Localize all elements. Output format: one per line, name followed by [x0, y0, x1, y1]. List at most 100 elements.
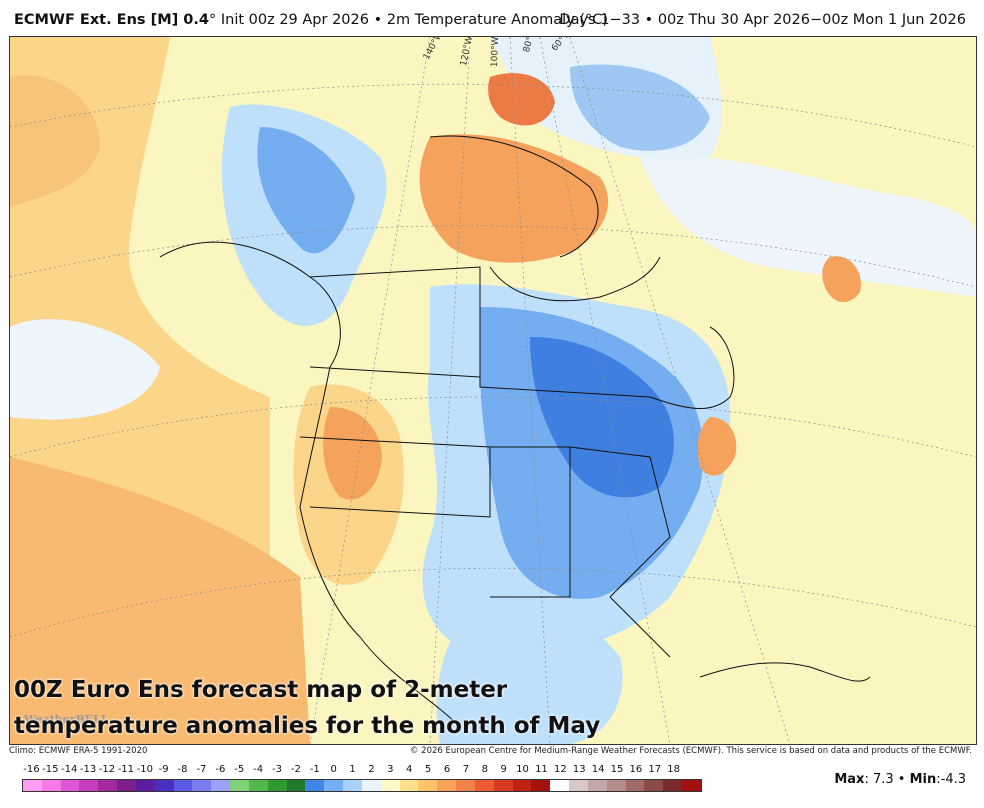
colorbar-tick-label: -3	[272, 764, 282, 775]
header-title: ECMWF Ext. Ens [M] 0.4° Init 00z 29 Apr …	[14, 12, 609, 28]
colorbar-swatch	[79, 780, 99, 791]
colorbar-swatch	[418, 780, 438, 791]
colorbar-tick-label: 8	[481, 764, 488, 775]
colorbar-tick-label: 9	[500, 764, 507, 775]
labrador-sea-warm	[822, 256, 861, 303]
lon-label-100w: 100°W	[490, 36, 502, 68]
colorbar-swatch	[531, 780, 551, 791]
colorbar-swatch	[60, 780, 80, 791]
great-basin-warm	[323, 407, 382, 500]
colorbar-tick-label: 12	[553, 764, 567, 775]
anomaly-map: 140°W 120°W 100°W 80°W 60°W WeatherBELL …	[9, 36, 977, 745]
colorbar-tick-label: -1	[309, 764, 320, 775]
north-atlantic-neutral	[640, 155, 976, 297]
colorbar-swatch	[625, 780, 645, 791]
caption-line-2: temperature anomalies for the month of M…	[14, 713, 601, 739]
colorbar-tick-label: -14	[61, 764, 78, 775]
gulf-cold-light	[436, 597, 623, 744]
colorbar-swatch	[399, 780, 419, 791]
colorbar-tick-label: 11	[535, 764, 548, 775]
colorbar-swatch	[361, 780, 381, 791]
colorbar-tick-label: -16	[23, 764, 40, 775]
colorbar-swatch	[587, 780, 607, 791]
forecast-range: Days 1−33 • 00z Thu 30 Apr 2026−00z Mon …	[559, 12, 966, 28]
colorbar-tick-label: 4	[406, 764, 413, 775]
colorbar-swatch	[248, 780, 268, 791]
caption-line-1: 00Z Euro Ens forecast map of 2-meter	[14, 677, 508, 703]
graticule	[10, 37, 976, 744]
pacific-neutral	[10, 319, 160, 420]
colorbar-tick-label: 10	[516, 764, 529, 775]
min-label: Min	[909, 772, 937, 787]
model-name: ECMWF Ext. Ens [M] 0.4	[14, 12, 209, 28]
colorbar-tick-label: -6	[215, 764, 226, 775]
colorbar-swatch	[606, 780, 626, 791]
colorbar-swatch	[267, 780, 287, 791]
colorbar-tick-label: -15	[42, 764, 59, 775]
colorbar-tick-label: 17	[648, 764, 662, 775]
colorbar-swatch	[493, 780, 513, 791]
colorbar-tick-label: -10	[136, 764, 153, 775]
colorbar-tick-label: 7	[462, 764, 470, 775]
colorbar-ticks: -16 -15 -14 -13 -12 -11 -10 -9 -8 -7 -6 -5 -4 -3 -2 -1 0…	[22, 764, 702, 778]
colorbar-swatch	[117, 780, 136, 791]
alaska-cold-mid	[257, 127, 355, 254]
colorbar-swatch	[173, 780, 193, 791]
colorbar-tick-label: -9	[158, 764, 169, 775]
colorbar-tick-label: 13	[572, 764, 586, 775]
colorbar-swatch	[343, 780, 362, 791]
copyright-note: © 2026 European Centre for Medium-Range …	[409, 746, 972, 756]
colorbar-tick-label: 2	[368, 764, 375, 775]
colorbar-tick-label: -5	[234, 764, 245, 775]
header-bar: ECMWF Ext. Ens [M] 0.4° Init 00z 29 Apr …	[0, 0, 984, 36]
colorbar-tick-label: 14	[591, 764, 605, 775]
colorbar-swatch	[663, 780, 682, 791]
degree-symbol: °	[209, 12, 217, 28]
colorbar-tick-label: -13	[79, 764, 97, 775]
colorbar-tick-label: -7	[196, 764, 207, 775]
init-time: Init 00z 29 Apr 2026	[220, 12, 369, 28]
variable-name: 2m Temperature Anomaly (°C)	[386, 12, 609, 28]
colorbar-tick-label: -4	[253, 764, 264, 775]
colorbar-tick-label: 6	[443, 764, 451, 775]
colorbar-swatches	[22, 779, 702, 792]
colorbar-tick-label: 5	[424, 764, 432, 775]
max-label: Max	[834, 772, 865, 787]
colorbar-swatch	[644, 780, 664, 791]
colorbar-swatch	[550, 780, 570, 791]
colorbar-swatch	[192, 780, 212, 791]
colorbar-swatch	[456, 780, 475, 791]
colorbar-tick-label: 18	[667, 764, 681, 775]
colorbar-swatch	[474, 780, 494, 791]
colorbar-tick-label: 15	[610, 764, 624, 775]
colorbar-swatch	[23, 780, 42, 791]
north-pacific-warm	[10, 75, 100, 207]
max-value: 7.3	[872, 772, 894, 787]
great-lakes-cold-core	[530, 337, 674, 498]
colorbar-swatch	[380, 780, 400, 791]
colorbar-swatch	[135, 780, 155, 791]
colorbar-tick-label: 1	[349, 764, 356, 775]
colorbar-tick-label: 0	[330, 764, 337, 775]
colorbar-swatch	[211, 780, 231, 791]
colorbar-swatch	[230, 780, 249, 791]
colorbar-swatch	[41, 780, 61, 791]
colorbar-swatch	[681, 780, 701, 791]
atlantic-warm-patch	[697, 417, 737, 476]
ellesmere-warm	[488, 73, 555, 126]
max-min-readout: Max: 7.3 • Min:-4.3	[834, 772, 966, 787]
colorbar-swatch	[437, 780, 457, 791]
colorbar-tick-label: -8	[177, 764, 188, 775]
colorbar-swatch	[98, 780, 118, 791]
colorbar-swatch	[512, 780, 532, 791]
colorbar-tick-label: 3	[387, 764, 394, 775]
greenland-cold	[570, 64, 710, 151]
colorbar-swatch	[324, 780, 344, 791]
colorbar-swatch	[154, 780, 174, 791]
coastlines-and-borders	[159, 135, 871, 728]
pacific-warm-core	[10, 457, 310, 744]
colorbar-swatch	[305, 780, 325, 791]
colorbar-swatch	[569, 780, 588, 791]
climo-note: Climo: ECMWF ERA-5 1991-2020	[9, 746, 148, 756]
map-graphic	[10, 37, 976, 744]
